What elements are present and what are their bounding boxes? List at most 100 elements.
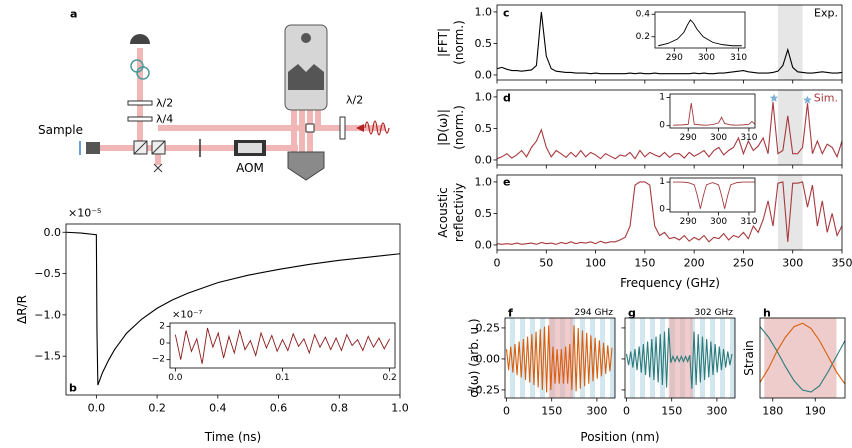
x-tick-label: 300: [698, 53, 715, 63]
x-tick-label: 300: [586, 405, 607, 418]
y-axis-label: |FFT|: [436, 28, 450, 57]
panel-label: d: [503, 92, 511, 105]
x-tick-label: 300: [706, 405, 727, 418]
prism: [287, 151, 325, 181]
plot-frame: [65, 223, 401, 396]
x-tick-label: 150: [634, 257, 655, 270]
y-tick-label: 1: [659, 177, 665, 187]
x-tick-label: 300: [710, 133, 727, 143]
annotation: Sim.: [814, 92, 838, 105]
y-tick-label: 2: [159, 321, 165, 331]
plot-background: [670, 178, 755, 212]
y-tick-label: 0.4: [636, 9, 651, 19]
plot-frame: [496, 4, 843, 81]
annotation: 302 GHz: [694, 308, 733, 318]
y-tick-label: −0.25: [466, 383, 500, 396]
shaded-band: [777, 5, 803, 80]
beam-block: [153, 163, 163, 173]
x-tick-label: 300: [782, 257, 803, 270]
plot-background: [655, 12, 745, 48]
star-marker: [803, 95, 812, 104]
plot-frame: [669, 177, 756, 213]
data-line: [505, 325, 613, 393]
y-tick-label: 0: [659, 121, 665, 131]
x-tick-label: 180: [762, 405, 783, 418]
fiber: [136, 66, 150, 80]
panel-label: h: [763, 307, 771, 320]
x-tick-label: 0: [623, 405, 630, 418]
y-tick-label: 0.25: [476, 321, 501, 334]
x-tick-label: 0: [494, 257, 501, 270]
y-axis-label: Acoustic: [436, 187, 450, 237]
y-tick-label: 0: [659, 204, 665, 214]
y-tick-label: 0.2: [636, 32, 650, 42]
panel-label: e: [503, 176, 510, 189]
plot-frame: [669, 93, 756, 129]
shaded-band: [777, 90, 803, 165]
y-tick-label: 0.5: [475, 122, 493, 135]
y-axis-label: ΔR/R: [15, 295, 29, 324]
waveplate-label: λ/4: [156, 113, 173, 126]
y-tick-label: 0.0: [44, 226, 62, 239]
plot-background: [66, 224, 400, 395]
waveplate-label: λ/2: [156, 97, 173, 110]
y-axis-label: (norm.): [452, 105, 466, 150]
x-tick-label: 200: [684, 257, 705, 270]
y-tick-label: −0.5: [34, 267, 61, 280]
detector: [130, 34, 150, 44]
x-tick-label: 100: [585, 257, 606, 270]
y-tick-label: 1: [659, 92, 665, 102]
y-axis-label: σ(ω) (arb. u.): [467, 318, 481, 397]
pulse-arrow: [356, 124, 364, 132]
aom-label: AOM: [236, 161, 264, 175]
x-tick-label: 0.2: [148, 402, 166, 415]
retroreflector: [288, 64, 324, 90]
y-tick-label: 1.0: [475, 175, 493, 188]
x-tick-label: 350: [832, 257, 852, 270]
y-tick-label: −1.5: [34, 350, 61, 363]
plot-frame: [654, 11, 746, 49]
y-tick-label: 0.0: [475, 238, 493, 251]
y-tick-label: 0.5: [475, 37, 493, 50]
data-line: [496, 11, 843, 75]
annotation: Exp.: [814, 7, 838, 20]
y-axis-label: Strain: [742, 340, 756, 376]
objective: [86, 142, 100, 154]
polarizer: [305, 123, 315, 133]
panel-label: g: [628, 307, 636, 320]
data-line: [759, 322, 846, 385]
y-tick-label: 1.0: [475, 5, 493, 18]
x-tick-label: 310: [740, 133, 757, 143]
axis-offset-label: ×10⁻⁵: [68, 207, 101, 220]
x-tick-label: 310: [730, 53, 747, 63]
pulse: [364, 120, 390, 136]
plot-frame: [504, 317, 616, 399]
x-tick-label: 0.0: [88, 402, 106, 415]
data-line: [625, 327, 733, 389]
x-tick-label: 0.6: [270, 402, 288, 415]
x-axis-label: Frequency (GHz): [620, 276, 720, 290]
star-marker: [769, 93, 779, 102]
panel-label: b: [69, 382, 77, 395]
x-tick-label: 290: [680, 217, 697, 227]
y-tick-label: 0.00: [476, 352, 501, 365]
data-line: [759, 326, 846, 393]
annotation: 294 GHz: [574, 308, 613, 318]
beam-splitter: [151, 140, 166, 155]
plot-frame: [496, 89, 843, 166]
sample-label: Sample: [38, 123, 83, 137]
shaded-band: [764, 318, 837, 398]
waveplate: [127, 116, 153, 122]
stage-screw: [301, 33, 311, 43]
plot-background: [670, 94, 755, 128]
panel-label: f: [508, 307, 513, 320]
plot-frame: [624, 317, 736, 399]
x-tick-label: 0.4: [209, 402, 227, 415]
x-tick-label: 310: [740, 217, 757, 227]
x-axis-label: Position (nm): [580, 430, 659, 444]
data-line: [496, 101, 843, 160]
data-line: [174, 327, 391, 364]
waveplate: [339, 116, 346, 140]
x-tick-label: 150: [541, 405, 562, 418]
